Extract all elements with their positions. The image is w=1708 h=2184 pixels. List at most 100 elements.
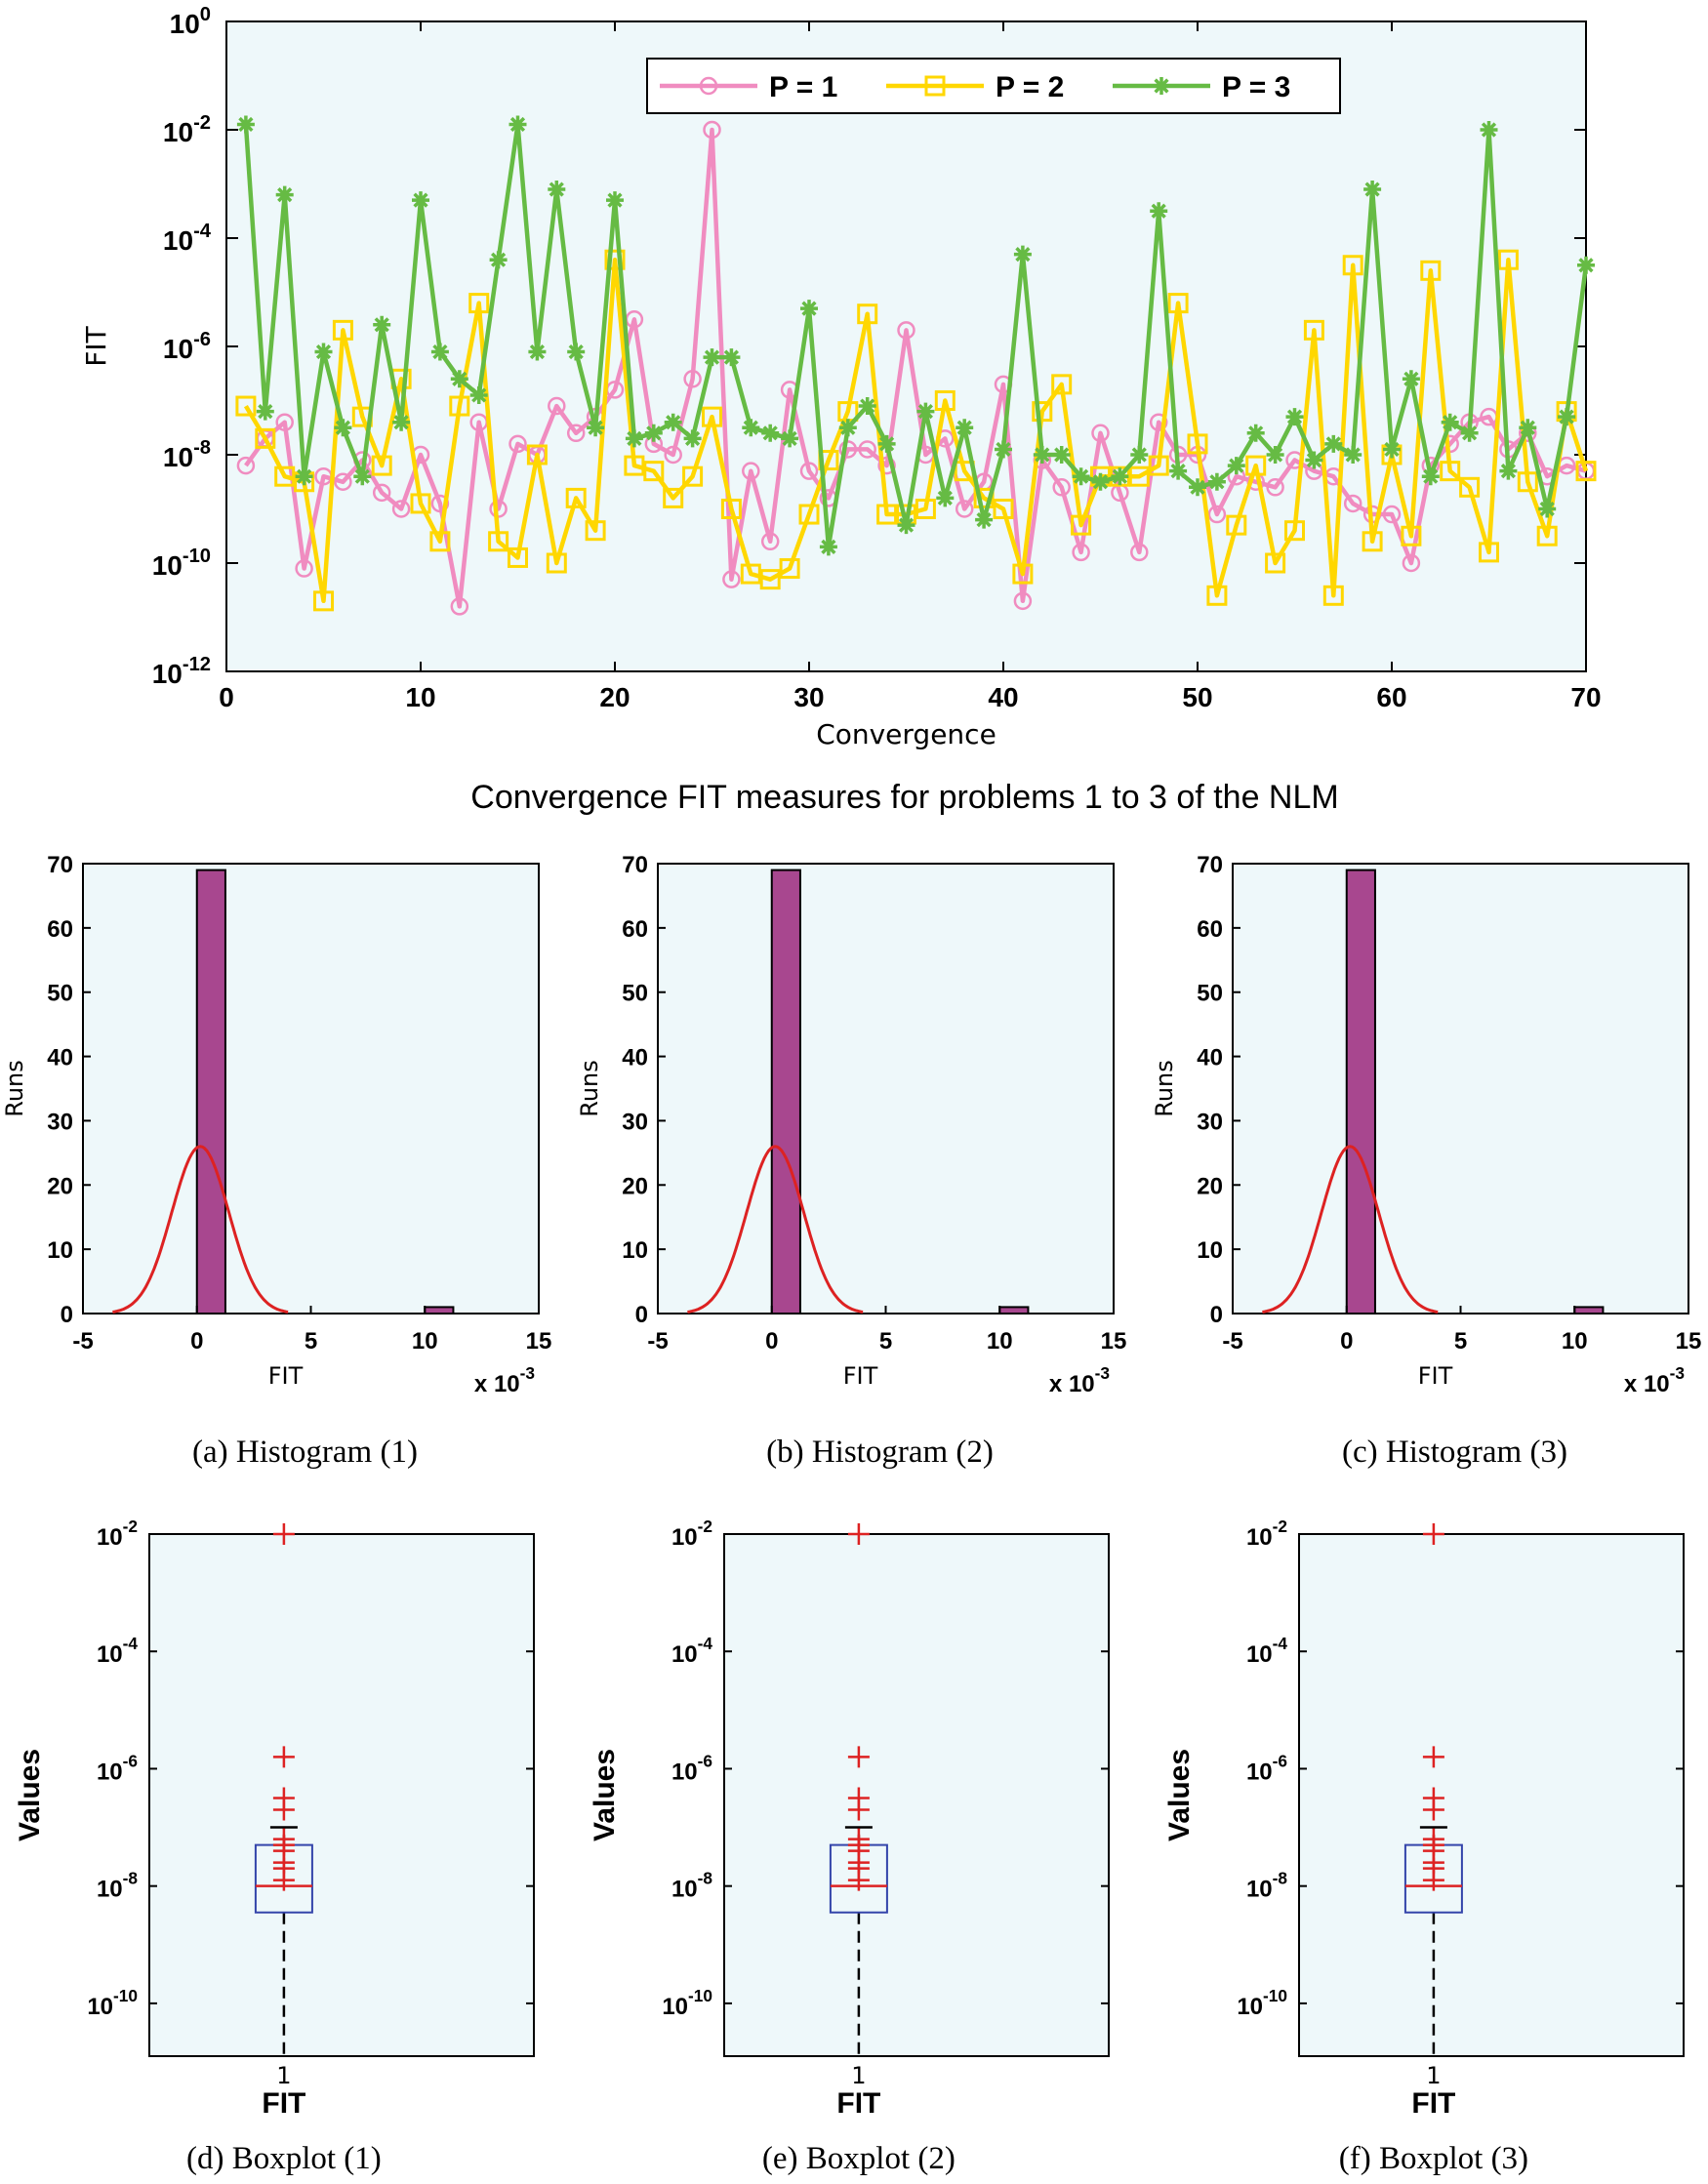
y-tick-label: 50 [1197,981,1223,1007]
y-tick-label-base: 10 [671,1759,698,1785]
data-point [720,499,742,519]
y-tick-label-base: 10 [170,9,200,39]
data-point [1303,319,1324,341]
data-point [236,115,255,134]
data-point [644,424,663,442]
data-point [313,590,334,612]
y-tick-label: 10-4 [1246,1634,1287,1668]
data-point [526,444,548,465]
y-tick-label: 10-8 [163,437,211,472]
y-tick-label-base: 10 [97,1641,123,1668]
y-tick-label: 10-4 [671,1634,712,1668]
outlier-marker [847,1523,870,1545]
y-tick-label-exp: -2 [1273,1517,1287,1536]
y-tick-label: 40 [622,1045,648,1072]
data-point [566,424,586,443]
y-tick-label: 10-10 [87,1986,138,2020]
data-point [1402,370,1420,388]
x-tick-label: -5 [1222,1328,1242,1355]
data-point [759,569,781,590]
data-point [643,461,665,482]
y-tick-label: 100 [170,4,211,39]
y-tick-label-exp: -8 [698,1869,713,1888]
data-point [624,455,645,476]
data-point [450,370,468,388]
x-tick-label: 0 [190,1328,203,1355]
plot-area [1298,1533,1685,2057]
x-tick-label: 10 [405,682,435,712]
y-axis-label: Runs [576,1060,603,1117]
data-point [1071,514,1092,536]
data-point [1342,255,1363,276]
fit-curve [1262,1145,1439,1314]
x-tick-label: 0 [765,1328,778,1355]
data-point [1169,462,1188,480]
x-axis-label: FIT [836,2087,880,2120]
y-tick-label: 10-4 [163,221,212,256]
y-axis-label: Values [14,1749,46,1841]
plot-area [657,863,1115,1314]
y-tick-label: 0 [635,1302,648,1328]
y-tick-label-base: 10 [163,334,193,364]
data-point [546,552,567,574]
plot-area [148,1533,535,2057]
data-point [1362,531,1383,552]
data-point [1538,500,1557,518]
data-point [1479,542,1499,563]
data-point [334,419,352,437]
x-tick-label: 5 [1454,1328,1467,1355]
series-3 [236,115,1595,556]
data-point [975,510,994,529]
x-tick-label: 60 [1376,682,1406,712]
y-tick-label: 60 [622,916,648,943]
y-tick-label: 10-2 [671,1517,712,1551]
y-axis-label: FIT [80,325,112,366]
data-point [703,120,721,140]
data-point [1459,476,1481,498]
y-tick-label-base: 10 [163,225,193,256]
data-point [1324,434,1343,453]
legend: P = 1 P = 2 P = 3 [646,58,1341,114]
data-point [449,395,470,417]
data-point [1013,245,1032,263]
data-point [1187,433,1208,455]
data-point [838,419,857,437]
y-tick-label-exp: -4 [1273,1634,1288,1653]
x-tick-label: 0 [219,682,234,712]
y-tick-label-base: 10 [1246,1641,1273,1668]
y-tick-label-base: 10 [152,550,183,581]
legend-label: P = 1 [769,71,837,103]
data-point [703,348,721,367]
data-point [410,493,431,514]
data-point [742,419,760,437]
data-point [1382,505,1402,524]
data-point [468,293,490,314]
y-tick-label-base: 10 [87,1994,113,2020]
histogram-bar [1345,869,1376,1314]
data-point [1245,455,1267,476]
data-point [1207,505,1227,524]
data-point [857,303,878,325]
x-multiplier: x 10-3 [1049,1363,1110,1397]
y-tick-label-exp: -8 [123,1869,139,1888]
x-multiplier: x 10-3 [474,1363,535,1397]
data-point [295,559,313,578]
y-tick-label: 10-6 [163,329,211,364]
data-point [1440,461,1461,482]
plot-area [1232,863,1689,1314]
data-point [915,499,936,519]
data-point [1246,424,1265,442]
y-tick-label: 40 [47,1045,73,1072]
y-tick-label: 70 [1197,852,1223,878]
data-point [1305,451,1323,469]
data-point [1091,424,1110,443]
panel-caption: (d) Boxplot (1) [186,2141,382,2176]
data-point [1441,413,1459,431]
y-tick-label-base: 10 [1237,1994,1263,2020]
legend-label: P = 3 [1222,71,1290,103]
data-point [1150,202,1168,221]
y-tick-label-exp: -2 [698,1517,712,1536]
outlier-marker [272,1746,295,1768]
data-point [1111,467,1129,486]
